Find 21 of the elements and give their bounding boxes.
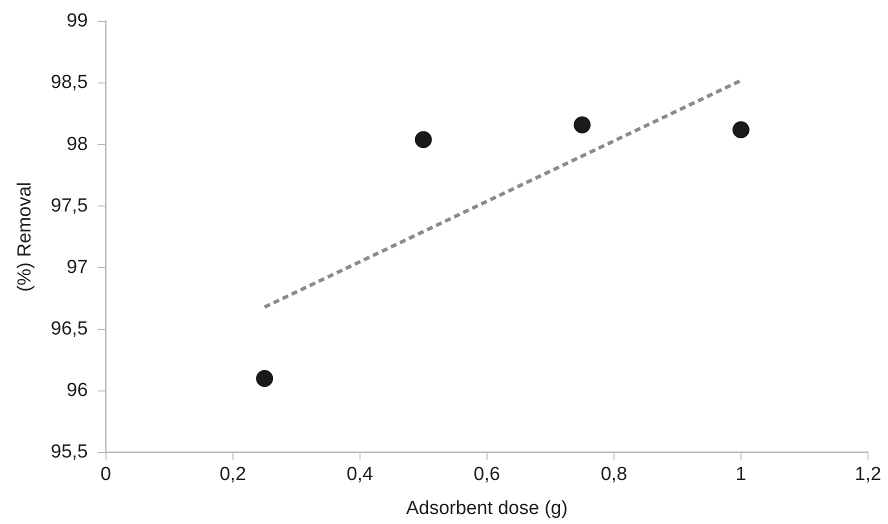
y-tick-label: 97,5	[50, 195, 88, 216]
y-tick-label: 96,5	[50, 318, 88, 340]
y-tick-label: 96	[66, 380, 88, 402]
x-tick-label: 1,2	[854, 464, 882, 486]
x-tick-label: 0	[100, 464, 112, 486]
x-tick-label: 0,8	[600, 464, 628, 486]
x-axis-title: Adsorbent dose (g)	[406, 498, 568, 519]
x-tick-label: 0,4	[346, 464, 374, 486]
y-tick-label: 97	[66, 256, 88, 278]
y-tick-label: 98,5	[50, 72, 88, 94]
point	[732, 121, 750, 138]
y-tick-label: 99	[66, 10, 88, 32]
point	[256, 370, 274, 388]
x-tick-label: 1	[736, 464, 746, 486]
y-tick-label: 98	[66, 134, 88, 155]
x-tick-label: 0,6	[474, 464, 500, 486]
y-tick-label: 95,5	[50, 442, 88, 463]
point	[574, 116, 591, 134]
x-tick-label: 0,2	[220, 464, 246, 486]
y-axis-title: (%) Removal	[14, 182, 36, 292]
point	[414, 131, 432, 148]
